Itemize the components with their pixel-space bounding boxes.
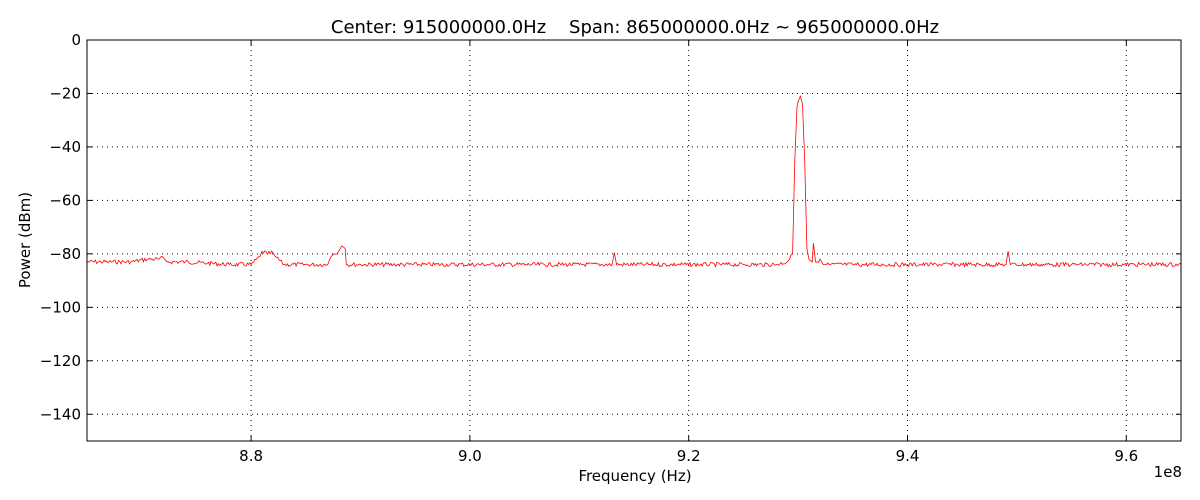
- y-tick-label: −80: [49, 245, 81, 263]
- y-tick-label: −40: [49, 138, 81, 156]
- x-tick-label: 9.2: [677, 447, 701, 465]
- y-tick-label: 0: [71, 31, 81, 49]
- y-axis-label: Power (dBm): [16, 192, 34, 288]
- y-tick-label: −140: [40, 405, 81, 423]
- x-axis-offset-label: 1e8: [1154, 463, 1182, 481]
- x-axis-label: Frequency (Hz): [578, 467, 691, 485]
- series-line: [86, 94, 1182, 268]
- y-tick-label: −120: [40, 352, 81, 370]
- plot-frame: [86, 39, 1182, 442]
- x-tick-label: 8.8: [239, 447, 263, 465]
- x-tick-label: 9.6: [1114, 447, 1138, 465]
- x-tick-label: 9.0: [458, 447, 482, 465]
- y-tick-label: −100: [40, 298, 81, 316]
- y-tick-label: −60: [49, 191, 81, 209]
- ticks: 8.8 9.0 9.2 9.4 9.6 0 −20 −40 −60 −80 −100 −120 −140: [40, 31, 1181, 465]
- grid: [87, 40, 1181, 441]
- series-layer: [86, 94, 1182, 268]
- y-tick-label: −20: [49, 84, 81, 102]
- chart-title: Center: 915000000.0Hz Span: 865000000.0H…: [331, 17, 939, 38]
- x-tick-label: 9.4: [896, 447, 920, 465]
